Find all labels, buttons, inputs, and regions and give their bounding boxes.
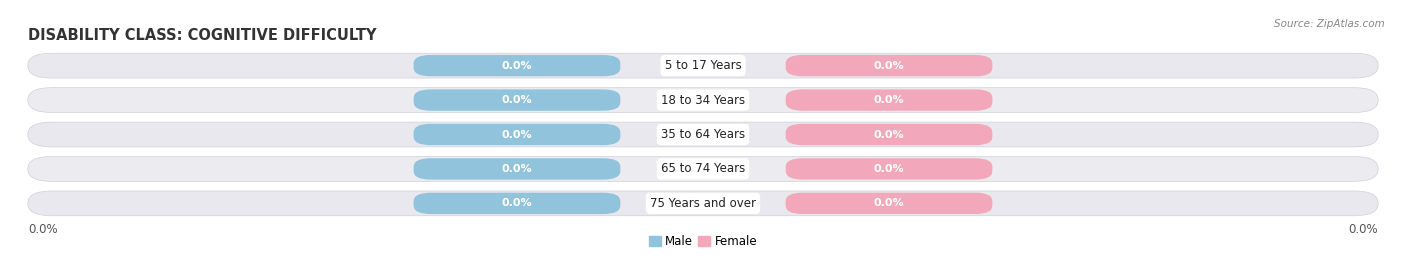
Text: 5 to 17 Years: 5 to 17 Years <box>665 59 741 72</box>
FancyBboxPatch shape <box>786 158 993 180</box>
Text: 0.0%: 0.0% <box>502 129 533 140</box>
Text: 0.0%: 0.0% <box>873 164 904 174</box>
FancyBboxPatch shape <box>28 191 1378 216</box>
FancyBboxPatch shape <box>413 158 620 180</box>
Text: 65 to 74 Years: 65 to 74 Years <box>661 162 745 175</box>
Text: 0.0%: 0.0% <box>873 198 904 208</box>
Text: 0.0%: 0.0% <box>873 95 904 105</box>
Text: DISABILITY CLASS: COGNITIVE DIFFICULTY: DISABILITY CLASS: COGNITIVE DIFFICULTY <box>28 28 377 43</box>
FancyBboxPatch shape <box>413 55 620 76</box>
FancyBboxPatch shape <box>413 124 620 145</box>
Legend: Male, Female: Male, Female <box>644 230 762 253</box>
Text: 0.0%: 0.0% <box>873 61 904 71</box>
FancyBboxPatch shape <box>413 193 620 214</box>
Text: 0.0%: 0.0% <box>873 129 904 140</box>
FancyBboxPatch shape <box>28 88 1378 112</box>
Text: 0.0%: 0.0% <box>502 61 533 71</box>
FancyBboxPatch shape <box>786 124 993 145</box>
FancyBboxPatch shape <box>28 53 1378 78</box>
Text: 35 to 64 Years: 35 to 64 Years <box>661 128 745 141</box>
FancyBboxPatch shape <box>28 122 1378 147</box>
FancyBboxPatch shape <box>28 157 1378 181</box>
Text: 0.0%: 0.0% <box>28 223 58 236</box>
Text: 0.0%: 0.0% <box>502 95 533 105</box>
Text: 0.0%: 0.0% <box>502 164 533 174</box>
Text: 75 Years and over: 75 Years and over <box>650 197 756 210</box>
FancyBboxPatch shape <box>413 89 620 111</box>
FancyBboxPatch shape <box>786 55 993 76</box>
FancyBboxPatch shape <box>786 89 993 111</box>
Text: Source: ZipAtlas.com: Source: ZipAtlas.com <box>1274 19 1385 29</box>
FancyBboxPatch shape <box>786 193 993 214</box>
Text: 18 to 34 Years: 18 to 34 Years <box>661 94 745 107</box>
Text: 0.0%: 0.0% <box>1348 223 1378 236</box>
Text: 0.0%: 0.0% <box>502 198 533 208</box>
